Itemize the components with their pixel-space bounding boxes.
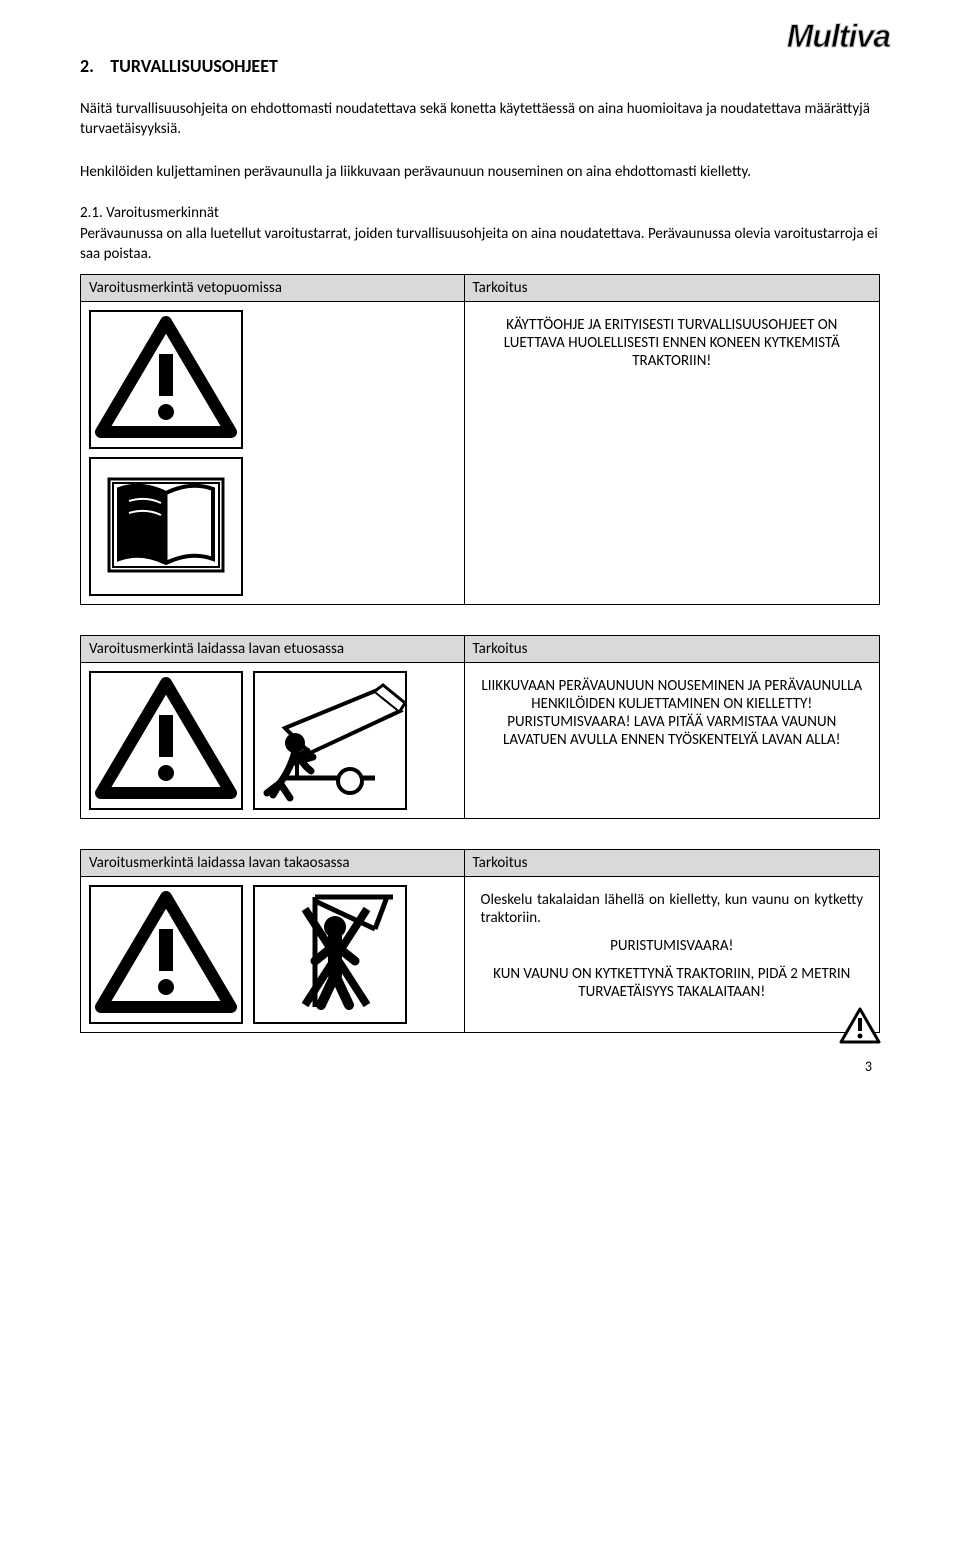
warning-triangle-icon bbox=[89, 885, 243, 1024]
manual-book-icon bbox=[89, 457, 243, 596]
intro-paragraph-2: Henkilöiden kuljettaminen perävaunulla j… bbox=[80, 162, 880, 182]
no-standing-tailgate-icon bbox=[253, 885, 407, 1024]
table3-desc-line-1: PURISTUMISVAARA! bbox=[481, 937, 863, 955]
table1-desc-line: KÄYTTÖOHJE JA ERITYISESTI TURVALLISUUSOH… bbox=[481, 316, 863, 370]
table1-icon-cell bbox=[81, 302, 465, 605]
table3-header-right: Tarkoitus bbox=[464, 850, 879, 877]
table3-desc-cell: Oleskelu takalaidan lähellä on kielletty… bbox=[464, 877, 879, 1033]
section-heading: 2. TURVALLISUUSOHJEET bbox=[80, 55, 880, 77]
table2-header-left: Varoitusmerkintä laidassa lavan etuosass… bbox=[81, 636, 465, 663]
page-number: 3 bbox=[865, 1058, 872, 1075]
table2-desc-cell: LIIKKUVAAN PERÄVAUNUUN NOUSEMINEN JA PER… bbox=[464, 663, 879, 819]
table1-header-left: Varoitusmerkintä vetopuomissa bbox=[81, 275, 465, 302]
crush-hazard-trailer-icon bbox=[253, 671, 407, 810]
warning-table-3: Varoitusmerkintä laidassa lavan takaosas… bbox=[80, 849, 880, 1033]
table3-desc-justify: Oleskelu takalaidan lähellä on kielletty… bbox=[481, 891, 863, 927]
table3-desc-line-2: KUN VAUNU ON KYTKETTYNÄ TRAKTORIIN, PIDÄ… bbox=[481, 965, 863, 1001]
subsection-body: Perävaunussa on alla luetellut varoitust… bbox=[80, 224, 880, 265]
table2-header-right: Tarkoitus bbox=[464, 636, 879, 663]
warning-table-2: Varoitusmerkintä laidassa lavan etuosass… bbox=[80, 635, 880, 819]
warning-table-1: Varoitusmerkintä vetopuomissa Tarkoitus bbox=[80, 274, 880, 605]
brand-logo: Multiva bbox=[787, 18, 890, 55]
table2-desc-line: LIIKKUVAAN PERÄVAUNUUN NOUSEMINEN JA PER… bbox=[481, 677, 863, 749]
table1-desc-cell: KÄYTTÖOHJE JA ERITYISESTI TURVALLISUUSOH… bbox=[464, 302, 879, 605]
section-number: 2. bbox=[80, 55, 94, 77]
table2-icon-cell bbox=[81, 663, 465, 819]
section-title: TURVALLISUUSOHJEET bbox=[110, 55, 278, 77]
warning-triangle-icon bbox=[89, 310, 243, 449]
table1-header-right: Tarkoitus bbox=[464, 275, 879, 302]
intro-paragraph-1: Näitä turvallisuusohjeita on ehdottomast… bbox=[80, 99, 880, 140]
corner-warning-icon bbox=[838, 1006, 882, 1051]
table3-icon-cell bbox=[81, 877, 465, 1033]
subsection-number: 2.1. Varoitusmerkinnät bbox=[80, 204, 880, 222]
table3-header-left: Varoitusmerkintä laidassa lavan takaosas… bbox=[81, 850, 465, 877]
warning-triangle-icon bbox=[89, 671, 243, 810]
